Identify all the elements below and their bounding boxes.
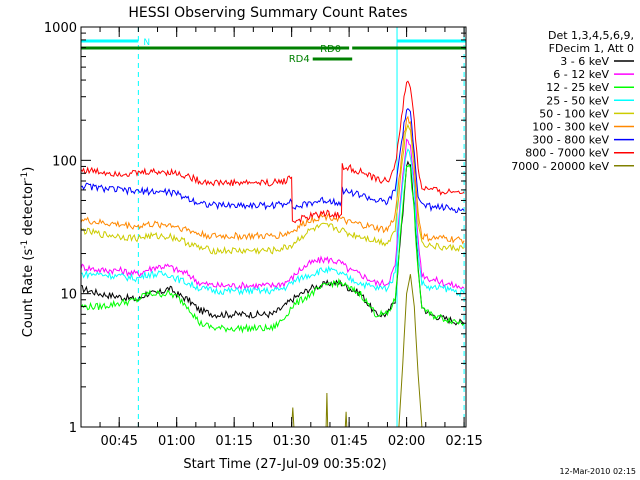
legend-header-2: FDecim 1, Att 0	[549, 42, 634, 55]
decimation-label-rd0: RD0	[320, 44, 341, 55]
x-tick-label: 01:45	[330, 434, 367, 449]
y-tick-label: 1000	[44, 21, 77, 36]
status-bars: N RD0 RD4	[81, 38, 466, 65]
series-line-4	[80, 148, 465, 298]
legend-label-9: 7000 - 20000 keV	[511, 160, 609, 173]
y-tick-label: 100	[52, 154, 77, 169]
axes: 1 10 100 1000 00:45 01:00 01:15 01:30 01:45 02:00…	[44, 21, 483, 449]
decimation-label-rd4: RD4	[289, 54, 310, 65]
series-line-3	[80, 164, 465, 334]
legend-label-6: 100 - 300 keV	[532, 121, 609, 134]
legend-label-2: 6 - 12 keV	[553, 68, 609, 81]
x-tick-label: 00:45	[100, 434, 137, 449]
legend-label-1: 3 - 6 keV	[560, 55, 609, 68]
legend-label-5: 50 - 100 keV	[539, 107, 609, 120]
y-axis-label-mid: detector	[21, 180, 36, 240]
series-line-5	[80, 123, 465, 255]
y-tick-label: 10	[60, 288, 77, 303]
y-tick-label: 1	[69, 421, 77, 436]
x-tick-label: 02:15	[445, 434, 482, 449]
x-tick-label: 01:15	[215, 434, 252, 449]
chart-title: HESSI Observing Summary Count Rates	[128, 5, 407, 21]
x-axis-label: Start Time (27-Jul-09 00:35:02)	[183, 457, 386, 472]
footer-timestamp: 12-Mar-2010 02:15	[560, 467, 637, 476]
series-line-2	[80, 138, 465, 291]
y-axis-label-end: )	[21, 167, 36, 172]
legend-label-7: 300 - 800 keV	[532, 134, 609, 147]
legend-label-4: 25 - 50 keV	[546, 94, 609, 107]
x-tick-label: 01:30	[273, 434, 310, 449]
attenuator-label: N	[143, 38, 150, 48]
y-axis-label-sup1: -1	[20, 240, 30, 249]
series-line-6	[80, 115, 465, 245]
legend: Det 1,3,4,5,6,9,FDecim 1, Att 03 - 6 keV…	[511, 29, 634, 173]
x-tick-label: 02:00	[388, 434, 425, 449]
plot-frame	[80, 26, 467, 428]
series-line-7	[80, 107, 465, 214]
legend-header-1: Det 1,3,4,5,6,9,	[548, 29, 634, 42]
y-axis-label-main: Count Rate (s	[21, 249, 36, 338]
svg-text:Count Rate (s-1 detector-1): Count Rate (s-1 detector-1)	[20, 167, 36, 338]
y-axis-label-sup2: -1	[20, 172, 30, 181]
x-tick-label: 01:00	[158, 434, 195, 449]
y-axis-label: Count Rate (s-1 detector-1)	[20, 167, 36, 338]
legend-label-3: 12 - 25 keV	[546, 81, 609, 94]
series-line-8	[80, 80, 465, 224]
legend-label-8: 800 - 7000 keV	[525, 147, 609, 160]
